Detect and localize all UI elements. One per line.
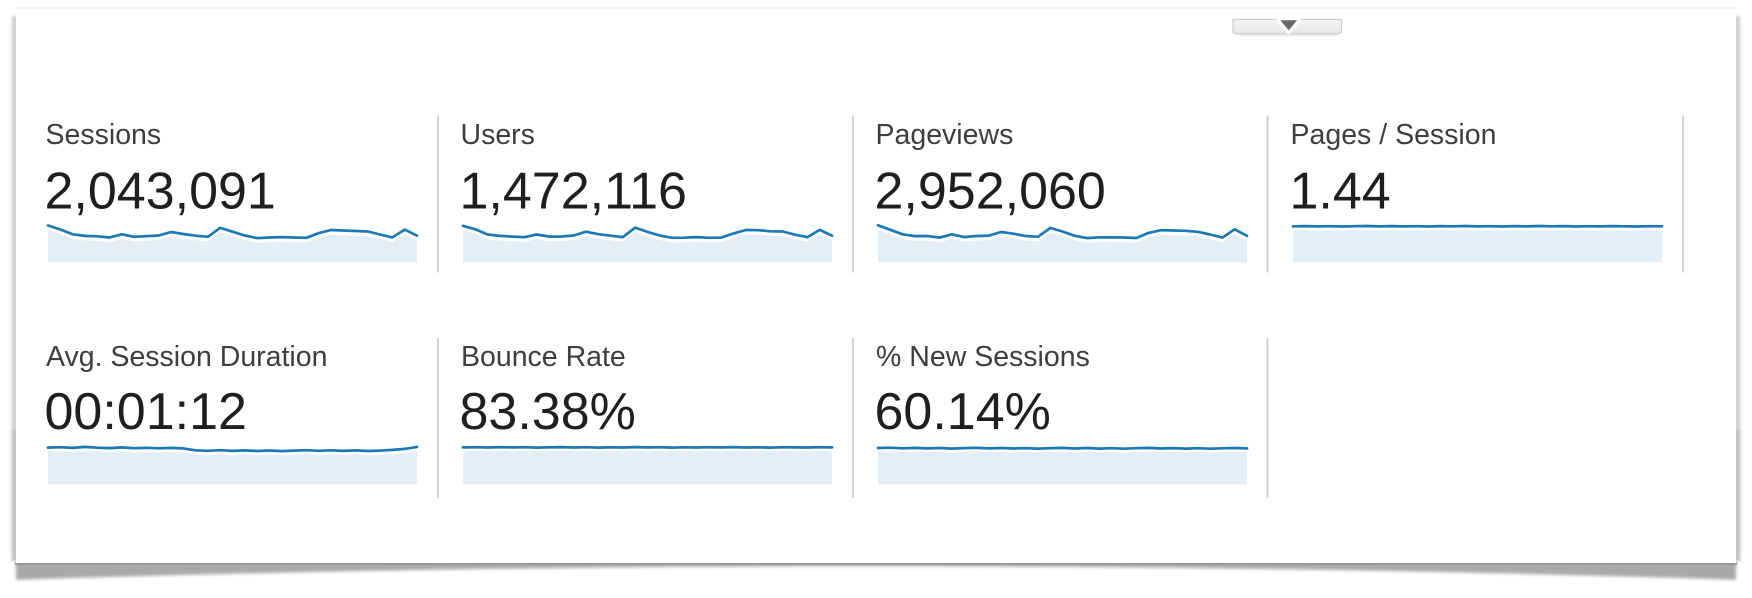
svg-text:Bounce Rate: Bounce Rate [461,341,626,373]
svg-text:% New Sessions: % New Sessions [876,341,1090,373]
svg-text:Avg. Session Duration: Avg. Session Duration [46,341,327,373]
svg-text:2,952,060: 2,952,060 [875,163,1106,221]
svg-text:Users: Users [461,119,535,151]
svg-text:1,472,116: 1,472,116 [460,163,687,221]
svg-text:Pageviews: Pageviews [876,119,1014,151]
svg-text:00:01:12: 00:01:12 [45,383,247,441]
svg-text:1.44: 1.44 [1290,163,1391,221]
svg-text:Sessions: Sessions [46,119,162,151]
svg-text:2,043,091: 2,043,091 [45,163,276,221]
svg-text:83.38%: 83.38% [460,383,636,441]
svg-text:Pages / Session: Pages / Session [1291,119,1497,151]
svg-text:60.14%: 60.14% [875,383,1051,441]
